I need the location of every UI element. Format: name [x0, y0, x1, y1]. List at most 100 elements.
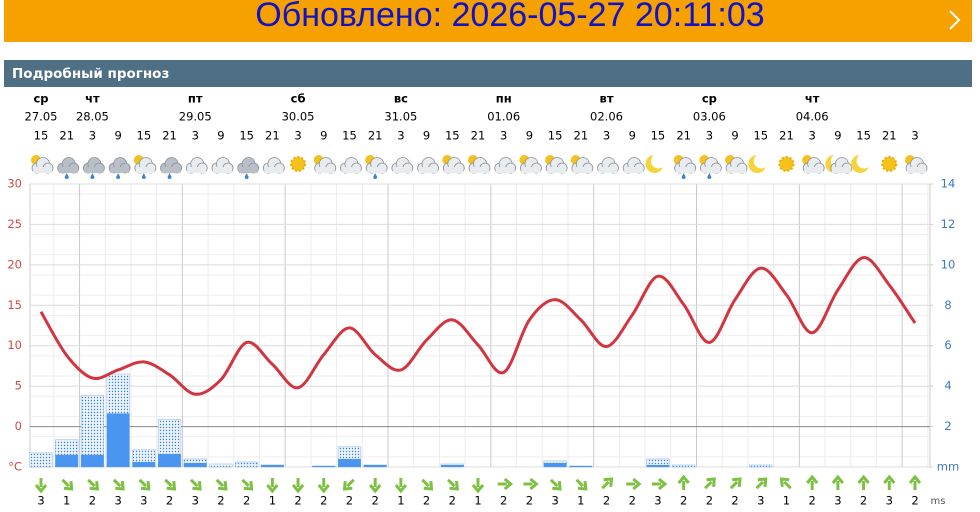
- weather-icon: [185, 157, 208, 174]
- weekday: пн: [496, 92, 512, 106]
- wind-arrow: [138, 478, 151, 491]
- icon-part: [367, 167, 387, 173]
- hour-label: 15: [753, 129, 768, 143]
- wind-speed: 2: [372, 494, 379, 508]
- arrow-shape: [704, 477, 716, 490]
- weather-icon: [211, 157, 234, 174]
- precip-bar: [646, 464, 670, 467]
- icon-part: [315, 167, 335, 173]
- hour-label: 9: [834, 129, 841, 143]
- moon: [851, 155, 869, 173]
- precip-bar: [158, 453, 181, 467]
- wind-speed: 1: [269, 494, 276, 508]
- wind-arrow: [704, 477, 716, 490]
- precip-bar: [543, 462, 567, 467]
- wind-speed: 2: [680, 494, 687, 508]
- hour-label: 21: [471, 129, 486, 143]
- arrow-shape: [394, 478, 408, 494]
- weather-icon: [237, 157, 260, 179]
- wind-speed: 2: [629, 494, 636, 508]
- weather-icon: [725, 155, 748, 174]
- weather-icon: [160, 157, 182, 179]
- date: 04.06: [796, 110, 829, 124]
- wind-arrow: [87, 478, 100, 491]
- arrow-shape: [421, 478, 434, 491]
- y-tick-label: 25: [7, 217, 22, 231]
- weather-icon: [597, 157, 619, 174]
- arrow-shape: [471, 478, 485, 494]
- chevron[interactable]: [949, 10, 961, 30]
- weather-icon: [31, 155, 54, 174]
- icon-part: [238, 167, 258, 173]
- arrow-shape: [34, 478, 48, 494]
- hour-label: 15: [137, 129, 152, 143]
- hour-label: 9: [423, 129, 430, 143]
- hour-label: 3: [294, 129, 301, 143]
- wind-arrow: [626, 477, 642, 491]
- weather-icon: [519, 155, 542, 174]
- y2-tick-label: 14: [941, 177, 956, 191]
- wind-speed: 2: [294, 494, 301, 508]
- wind-speed: 2: [320, 494, 327, 508]
- icon-part: [187, 167, 207, 173]
- wind-arrow: [369, 478, 382, 494]
- drop: [244, 173, 249, 179]
- icon-part: [907, 167, 926, 173]
- wind-unit: ms: [931, 496, 946, 507]
- arrow-shape: [549, 478, 562, 491]
- wind-arrow: [883, 474, 896, 490]
- precip-dotted-bar: [671, 464, 696, 468]
- wind-arrow: [677, 474, 690, 490]
- banner[interactable]: [4, 0, 972, 42]
- y2-tick-label: 10: [941, 257, 956, 271]
- arrow-shape: [87, 478, 100, 491]
- icon-part: [624, 167, 644, 173]
- weather-icon: [262, 157, 285, 174]
- hour-label: 15: [342, 129, 357, 143]
- wind-arrow: [497, 477, 514, 491]
- arrow-shape: [601, 477, 614, 490]
- icon-part: [418, 167, 438, 173]
- wind-speed: 2: [166, 494, 173, 508]
- weather-icon: [468, 155, 491, 174]
- wind-arrow: [601, 477, 614, 490]
- hour-label: 9: [731, 129, 738, 143]
- arrow-shape: [729, 477, 742, 490]
- wind-arrow: [831, 474, 845, 490]
- wind-speed: 2: [603, 494, 610, 508]
- wind-speed: 1: [474, 494, 481, 508]
- updated-text: Обновлено: 2026-05-27 20:11:03: [255, 0, 764, 34]
- wind-arrow: [189, 478, 202, 491]
- wind-arrow: [806, 474, 819, 490]
- hour-label: 3: [500, 129, 507, 143]
- weekday: чт: [805, 92, 820, 106]
- precip-dotted-bar: [234, 461, 259, 468]
- wind-arrow: [291, 478, 305, 494]
- icon-part: [392, 167, 412, 173]
- weekday: сб: [291, 92, 306, 106]
- wind-speed: 1: [63, 494, 70, 508]
- wind-speed: 3: [114, 494, 121, 508]
- arrow-shape: [497, 477, 514, 491]
- y-tick-label: 20: [7, 257, 22, 271]
- weather-icon: [365, 155, 388, 179]
- weather-icon: [699, 155, 722, 179]
- arrow-shape: [908, 474, 922, 490]
- y-tick-label: 15: [7, 298, 22, 312]
- wind-arrow: [471, 478, 485, 494]
- y2-tick-label: 4: [944, 379, 951, 393]
- sun: [881, 156, 898, 172]
- arrow-shape: [806, 474, 819, 490]
- weather-icon: [290, 156, 307, 172]
- hour-label: 9: [217, 129, 224, 143]
- icon-part: [341, 167, 361, 173]
- hour-label: 9: [629, 129, 636, 143]
- wind-speed: 2: [449, 494, 456, 508]
- arrow-shape: [446, 478, 459, 491]
- weather-icon: [391, 157, 414, 174]
- icon-part: [444, 167, 464, 173]
- hour-label: 21: [676, 129, 691, 143]
- hour-label: 3: [397, 129, 404, 143]
- icon-part: [470, 167, 489, 173]
- weather-icon: [442, 155, 465, 174]
